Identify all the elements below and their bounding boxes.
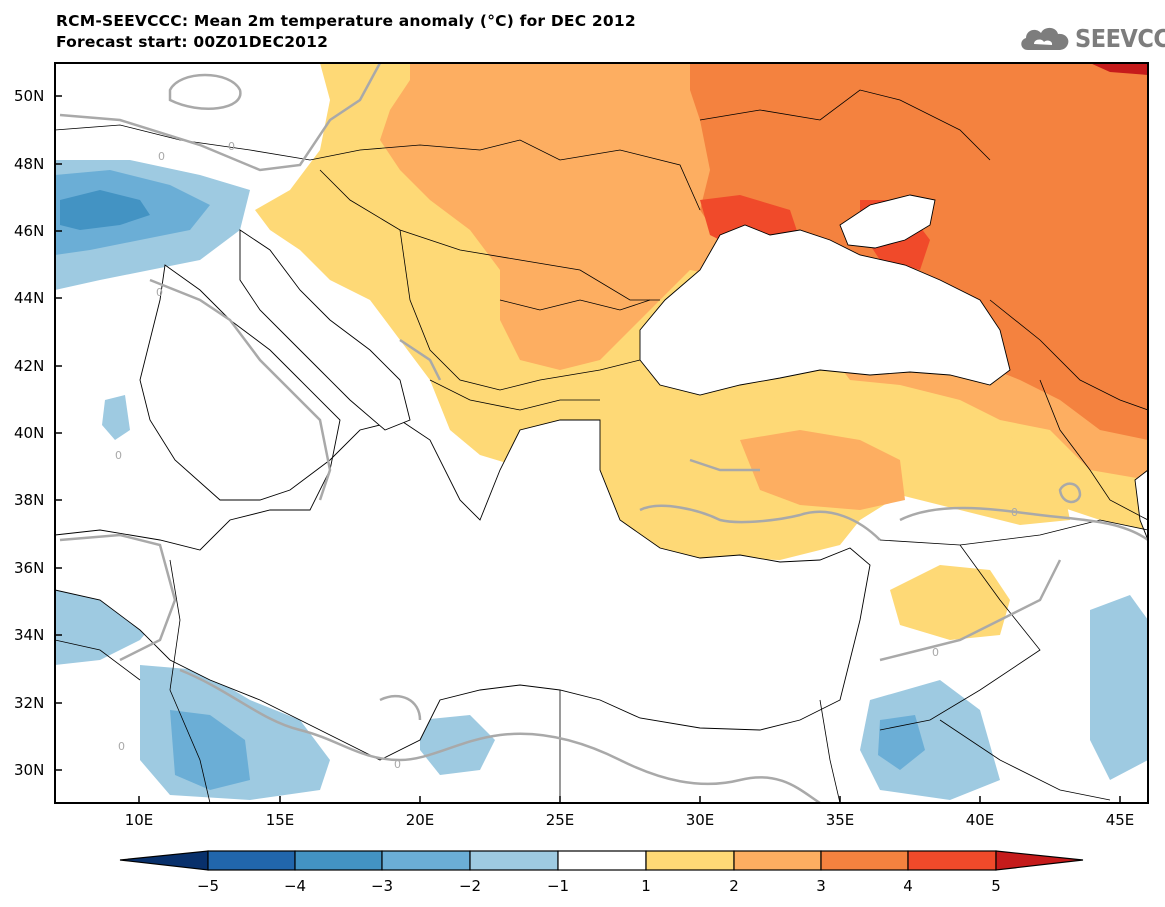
anomaly-2to3-anatolia — [740, 430, 905, 510]
cloud-icon — [1021, 27, 1069, 50]
lon-label: 45E — [1106, 811, 1135, 829]
map-title: RCM-SEEVCCC: Mean 2m temperature anomaly… — [56, 12, 636, 30]
colorbar-cell — [645, 850, 735, 871]
lat-label: 36N — [14, 559, 44, 577]
colorbar-tick-label: 1 — [641, 877, 651, 895]
colorbar-tick-label: 3 — [816, 877, 826, 895]
caspian-sea-edge — [1134, 469, 1148, 541]
lon-label: 20E — [406, 811, 435, 829]
logo-text: SEEVCCC — [1075, 23, 1165, 53]
anomaly-1to2-region-east — [890, 565, 1010, 640]
anomaly-gt5-region — [1090, 63, 1148, 75]
lat-label: 46N — [14, 222, 44, 240]
colorbar-cell — [381, 850, 471, 871]
contour-label: 0 — [115, 449, 122, 462]
anomaly-minus1-sardinia — [102, 395, 130, 440]
lat-label: 38N — [14, 491, 44, 509]
lat-label: 50N — [14, 87, 44, 105]
colorbar-tick-label: −2 — [459, 877, 481, 895]
lon-label: 30E — [686, 811, 715, 829]
lat-label: 32N — [14, 694, 44, 712]
colorbar-cell — [820, 850, 909, 871]
zero-contours — [59, 63, 1148, 803]
anomaly-minus3to-4-region — [60, 190, 150, 230]
lat-label: 48N — [14, 155, 44, 173]
black-sea — [639, 224, 1011, 396]
colorbar-tick-label: −3 — [371, 877, 393, 895]
colorbar-cell — [733, 850, 822, 871]
colorbar-cell — [207, 850, 296, 871]
contour-label: 0 — [156, 286, 163, 299]
colorbar-tick-label: −4 — [284, 877, 306, 895]
colorbar-ticks: −5 −4 −3 −2 −1 1 2 3 4 5 — [197, 877, 1001, 895]
contour-label: 0 — [228, 140, 235, 153]
contour-label: 0 — [158, 150, 165, 163]
colorbar — [119, 850, 1084, 871]
sea-of-azov — [839, 194, 936, 249]
anomaly-minus2-africa — [170, 710, 250, 790]
contour-label: 0 — [394, 758, 401, 771]
colorbar-cell — [469, 850, 559, 871]
seevccc-logo: SEEVCCC — [1018, 22, 1165, 54]
seas — [55, 194, 1148, 761]
colorbar-cell — [294, 850, 383, 871]
mediterranean-sea — [55, 264, 871, 761]
lon-label: 35E — [826, 811, 855, 829]
longitude-axis: 10E 15E 20E 25E 30E 35E 40E 45E — [125, 796, 1135, 829]
colorbar-tick-label: 5 — [991, 877, 1001, 895]
lon-label: 15E — [266, 811, 295, 829]
colorbar-tick-label: −1 — [547, 877, 569, 895]
anomaly-minus1-east — [1090, 595, 1148, 780]
colorbar-tick-label: −5 — [197, 877, 219, 895]
colorbar-cell — [995, 850, 1084, 871]
lat-label: 30N — [14, 761, 44, 779]
anomaly-minus1-arabia — [860, 680, 1000, 800]
adriatic-sea — [239, 229, 411, 431]
lat-label: 42N — [14, 357, 44, 375]
contour-label: 0 — [932, 646, 939, 659]
colorbar-tick-label: 4 — [903, 877, 913, 895]
latitude-axis: 50N 48N 46N 44N 42N 40N 38N 36N 34N 32N … — [14, 87, 62, 779]
lat-label: 34N — [14, 626, 44, 644]
contour-label: 0 — [1011, 506, 1018, 519]
lat-label: 40N — [14, 424, 44, 442]
lon-label: 10E — [125, 811, 154, 829]
colorbar-cell — [557, 850, 647, 871]
lat-label: 44N — [14, 289, 44, 307]
anomaly-minus2-arabia — [878, 715, 925, 770]
colorbar-tick-label: 2 — [729, 877, 739, 895]
lon-label: 40E — [966, 811, 995, 829]
colorbar-cell — [907, 850, 997, 871]
forecast-start-label: Forecast start: 00Z01DEC2012 — [56, 33, 329, 51]
contour-label: 0 — [118, 740, 125, 753]
lon-label: 25E — [546, 811, 575, 829]
colorbar-cell — [119, 850, 209, 871]
country-borders — [55, 89, 1148, 803]
